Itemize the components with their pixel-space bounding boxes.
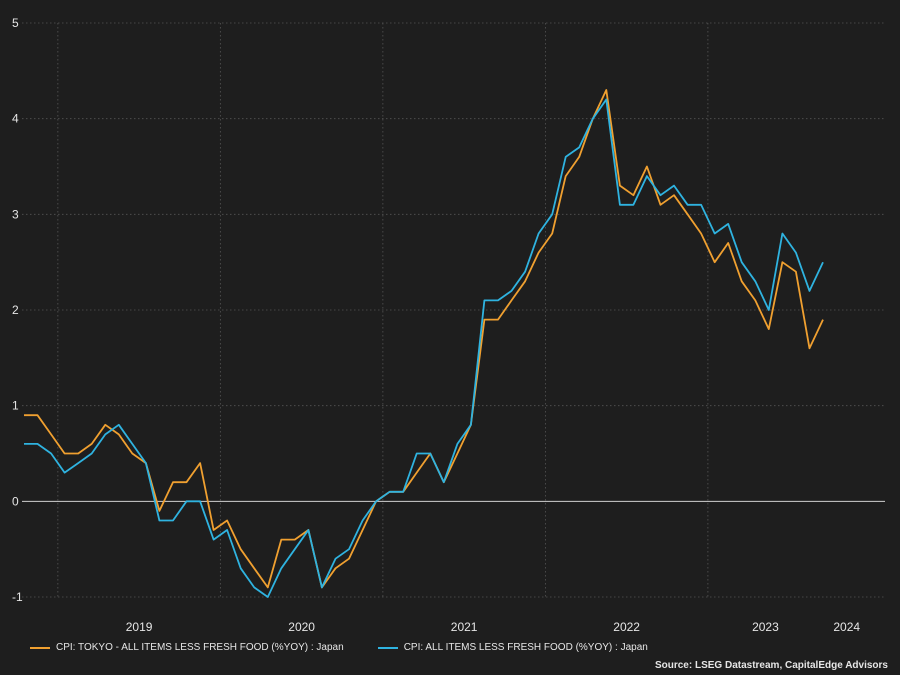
x-tick-label: 2021 <box>451 620 478 634</box>
legend-label-japan: CPI: ALL ITEMS LESS FRESH FOOD (%YOY) : … <box>403 642 648 653</box>
y-tick-label: -1 <box>12 590 23 604</box>
y-tick-label: 0 <box>12 494 19 508</box>
source-note: Source: LSEG Datastream, CapitalEdge Adv… <box>654 660 888 671</box>
x-tick-label: 2020 <box>288 620 315 634</box>
legend-swatch-tokyo <box>30 646 50 649</box>
legend-item-japan: CPI: ALL ITEMS LESS FRESH FOOD (%YOY) : … <box>377 642 648 653</box>
y-tick-label: 2 <box>12 303 19 317</box>
x-tick-label: 2023 <box>752 620 779 634</box>
legend-label-tokyo: CPI: TOKYO - ALL ITEMS LESS FRESH FOOD (… <box>56 642 344 653</box>
legend: CPI: TOKYO - ALL ITEMS LESS FRESH FOOD (… <box>30 642 648 653</box>
x-tick-label: 2019 <box>126 620 153 634</box>
y-tick-label: 1 <box>12 399 19 413</box>
x-tick-label: 2024 <box>833 620 860 634</box>
y-tick-label: 5 <box>12 16 19 30</box>
y-tick-label: 3 <box>12 207 19 221</box>
series-line-tokyo <box>24 89 824 589</box>
y-tick-label: 4 <box>12 112 19 126</box>
legend-item-tokyo: CPI: TOKYO - ALL ITEMS LESS FRESH FOOD (… <box>30 642 344 653</box>
line-chart: -1 0 1 2 3 4 5 2019 2020 2021 2022 2023 2024 <box>12 16 885 634</box>
x-tick-label: 2022 <box>613 620 640 634</box>
legend-swatch-japan <box>377 646 398 649</box>
series-line-japan <box>24 98 824 598</box>
